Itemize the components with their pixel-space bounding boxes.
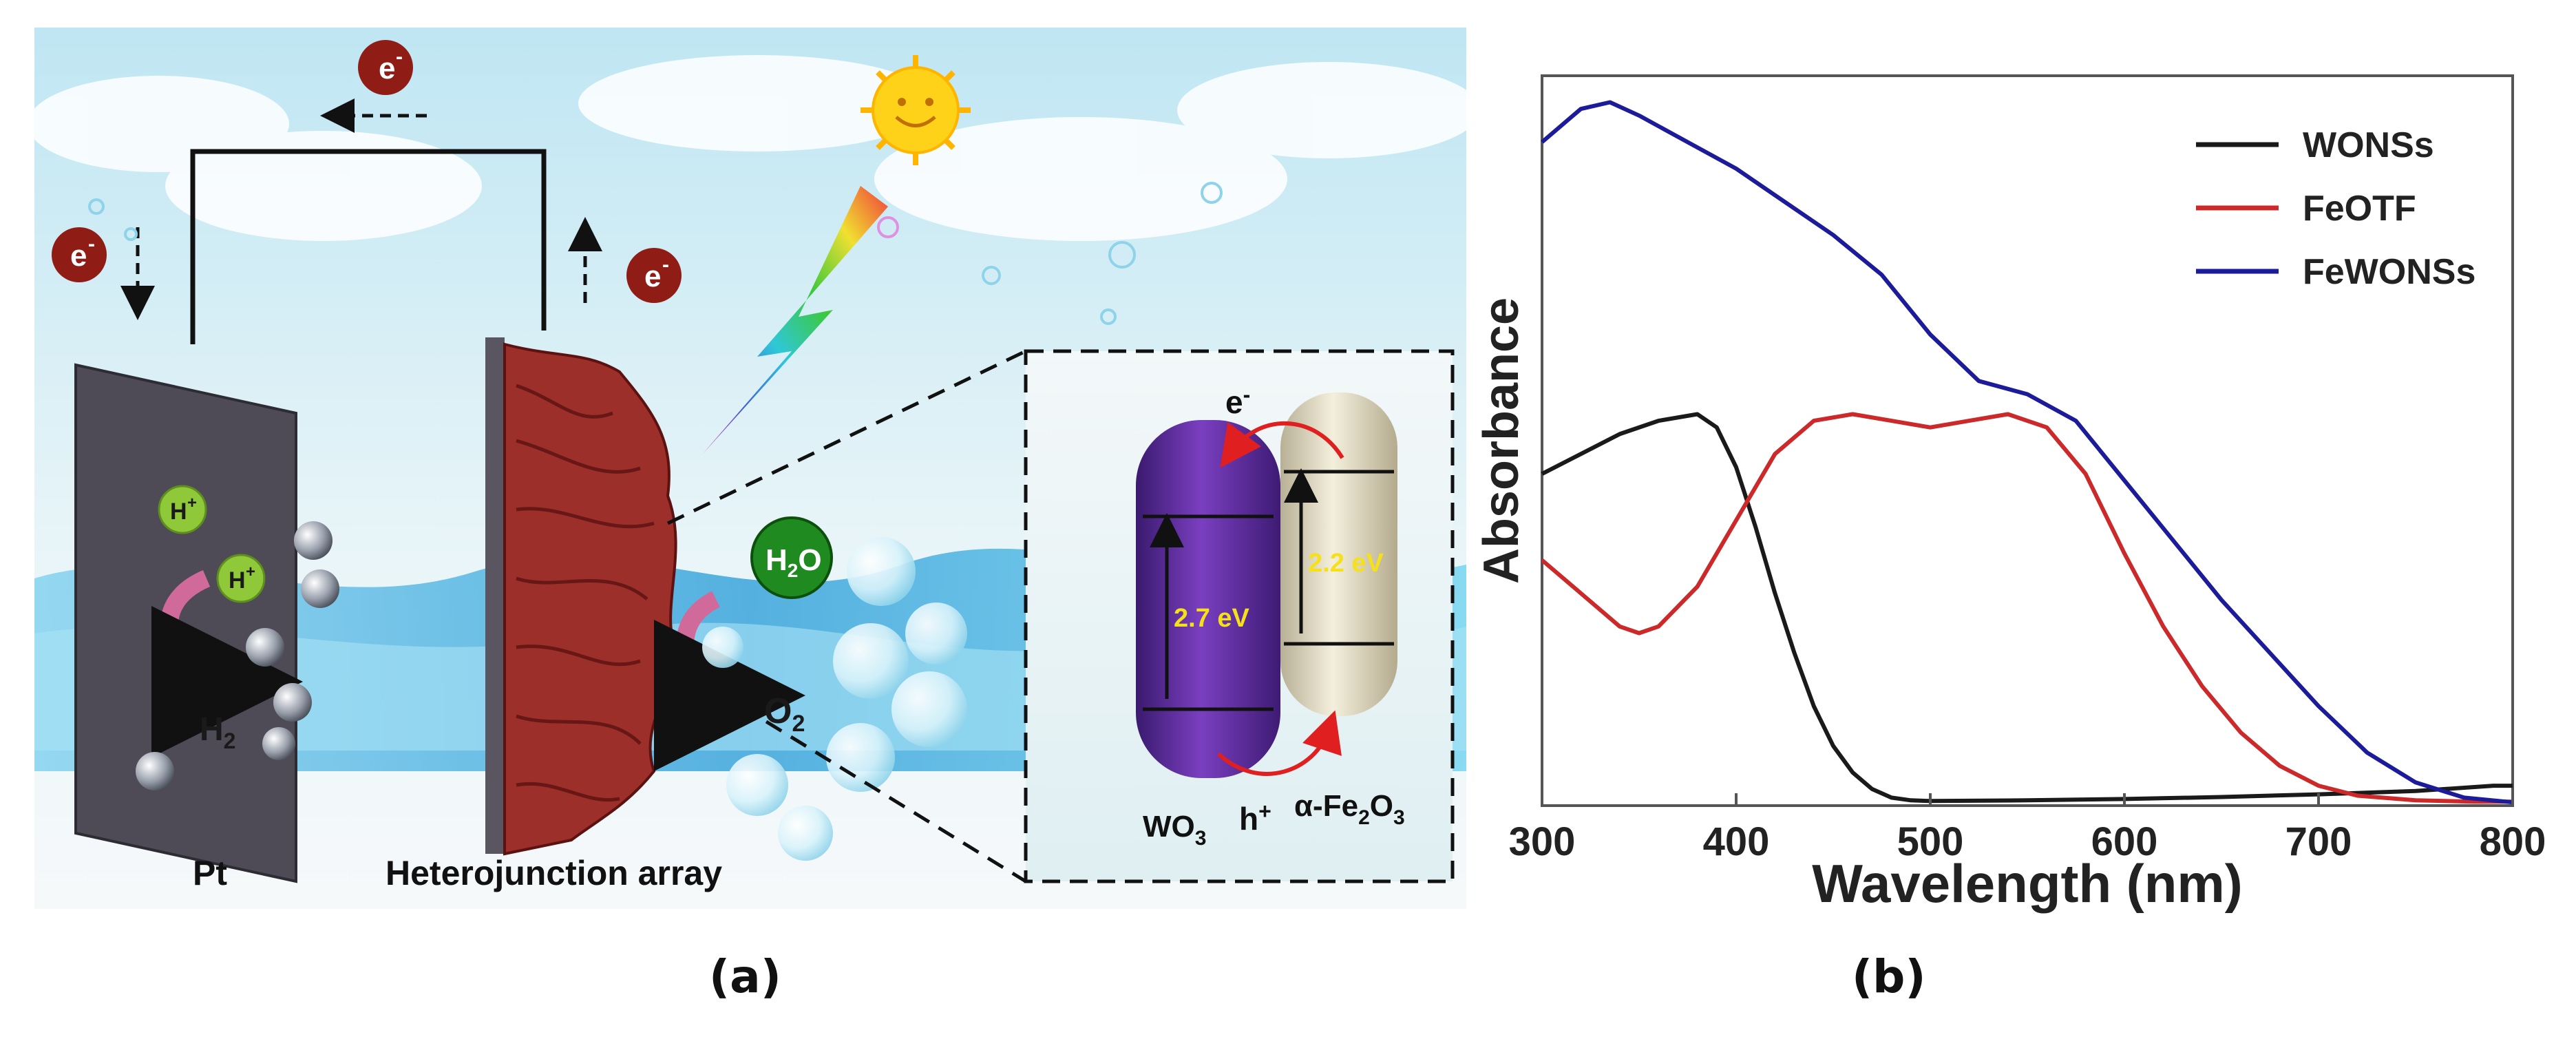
svg-text:+: + <box>246 563 255 581</box>
legend-label-fewonss: FeWONSs <box>2303 252 2475 292</box>
svg-text:e: e <box>644 260 661 293</box>
reduction-arrow-cyan <box>151 605 303 757</box>
legend-label-wonss: WONSs <box>2303 125 2434 165</box>
svg-text:H: H <box>170 499 187 525</box>
x-tick-label: 700 <box>2285 819 2352 864</box>
h2-label: H2 <box>200 711 235 753</box>
series-line-feotf <box>1541 412 2513 804</box>
panel-a-label: (a) <box>709 950 781 1003</box>
proton-ball-2: H + <box>216 554 266 603</box>
electron-transfer-arrow <box>1220 421 1344 468</box>
svg-text:H: H <box>229 567 246 594</box>
hole-transfer-arrow <box>1216 710 1342 776</box>
wo3-band-shape <box>1136 420 1280 778</box>
legend-label-feotf: FeOTF <box>2303 189 2416 229</box>
heterojunction-array <box>503 342 677 856</box>
electron-ball-right: e - <box>626 248 682 303</box>
o2-bubbles <box>702 537 967 861</box>
pt-electrode <box>74 363 297 883</box>
band-diagram-inset: 2.7 eV 2.2 eV e- h+ WO3 α-Fe2O3 <box>1024 349 1455 883</box>
y-axis-label: Absorbance <box>1480 297 1529 584</box>
svg-text:H2O: H2O <box>766 543 822 581</box>
series-layer <box>1541 100 2513 805</box>
legend: WONSs FeOTF FeWONSs <box>2196 125 2475 292</box>
wo3-gap-label: 2.7 eV <box>1174 604 1250 633</box>
heterojunction-array-label: Heterojunction array <box>386 854 722 892</box>
pt-label: Pt <box>193 854 227 892</box>
circuit-wire <box>190 149 547 344</box>
sun-icon <box>861 55 971 165</box>
svg-text:-: - <box>88 233 95 255</box>
zoom-line-bottom <box>666 659 1027 883</box>
absorbance-chart: 300 400 500 600 700 800 Wavelength (nm) Absor… <box>1480 74 2546 914</box>
x-tick-label: 300 <box>1509 819 1576 864</box>
x-tick-label: 600 <box>2091 819 2158 864</box>
x-ticks: 300 400 500 600 700 800 <box>1509 793 2546 864</box>
svg-text:-: - <box>396 45 403 68</box>
clouds <box>34 55 1466 241</box>
x-axis-label: Wavelength (nm) <box>1812 853 2242 914</box>
heterojunction-scheme: e - e - e - H <box>34 28 1466 909</box>
electron-ball-top: e - <box>358 40 413 95</box>
light-bolt-icon <box>702 186 888 454</box>
zoom-line-top <box>666 349 1027 525</box>
plot-frame <box>1541 74 2514 807</box>
sky-bubbles <box>88 182 1223 325</box>
x-tick-label: 500 <box>1897 819 1964 864</box>
proton-ball-1: H + <box>158 485 207 534</box>
svg-text:e: e <box>379 52 395 85</box>
x-tick-label: 400 <box>1703 819 1770 864</box>
h2-bubbles <box>136 521 339 790</box>
fe2o3-label: α-Fe2O3 <box>1294 789 1405 829</box>
series-line-fewonss <box>1541 100 2513 805</box>
fe2o3-gap-label: 2.2 eV <box>1308 549 1384 578</box>
svg-text:+: + <box>187 494 197 512</box>
electron-ball-left: e - <box>52 227 107 282</box>
inset-electron-label: e- <box>1225 382 1250 420</box>
wo3-label: WO3 <box>1143 810 1206 850</box>
array-texture <box>516 384 655 801</box>
svg-text:-: - <box>662 253 669 276</box>
panel-b-label: (b) <box>1852 950 1926 1003</box>
array-substrate <box>485 337 505 854</box>
series-line-wonss <box>1541 412 2513 804</box>
svg-text:e: e <box>70 239 87 273</box>
inset-hole-label: h+ <box>1239 799 1271 837</box>
water-ball: H2O <box>750 516 833 599</box>
x-tick-label: 800 <box>2480 819 2546 864</box>
